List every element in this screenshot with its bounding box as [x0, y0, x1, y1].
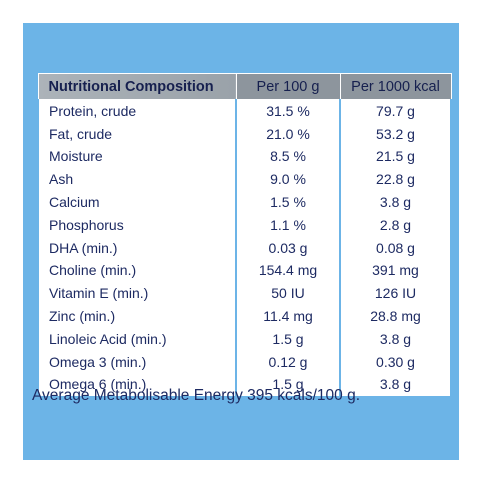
- table-row: Phosphorus 1.1 % 2.8 g: [37, 213, 452, 237]
- table-row: Zinc (min.) 11.4 mg 28.8 mg: [37, 304, 452, 328]
- per-100g-cell: 0.03 g: [235, 236, 341, 260]
- per-100g-cell: 31.5 %: [235, 99, 341, 123]
- table-row: Ash 9.0 % 22.8 g: [37, 167, 452, 192]
- per-100g-cell: 9.0 %: [235, 167, 341, 192]
- per-1000kcal-cell: 22.8 g: [339, 167, 452, 192]
- table-row: Protein, crude 31.5 % 79.7 g: [37, 99, 452, 123]
- per-1000kcal-cell: 3.8 g: [339, 327, 452, 351]
- header-nutritional-composition: Nutritional Composition: [37, 73, 237, 100]
- per-1000kcal-cell: 0.30 g: [339, 350, 452, 374]
- per-1000kcal-cell: 0.08 g: [339, 236, 452, 260]
- nutrient-name-cell: Fat, crude: [37, 122, 237, 146]
- table-row: Moisture 8.5 % 21.5 g: [37, 145, 452, 169]
- per-1000kcal-cell: 28.8 mg: [339, 304, 452, 328]
- per-1000kcal-cell: 53.2 g: [339, 122, 452, 146]
- per-1000kcal-cell: 126 IU: [339, 281, 452, 306]
- per-100g-cell: 1.5 g: [235, 327, 341, 351]
- header-per-100g: Per 100 g: [235, 73, 341, 100]
- per-1000kcal-cell: 3.8 g: [339, 373, 452, 397]
- nutrient-name-cell: Linoleic Acid (min.): [37, 327, 237, 351]
- nutrient-name-cell: Choline (min.): [37, 259, 237, 283]
- table-row: Choline (min.) 154.4 mg 391 mg: [37, 259, 452, 283]
- table-row: Omega 3 (min.) 0.12 g 0.30 g: [37, 350, 452, 374]
- per-100g-cell: 1.1 %: [235, 213, 341, 237]
- table-row: Fat, crude 21.0 % 53.2 g: [37, 122, 452, 146]
- metabolisable-energy-note: Average Metabolisable Energy 395 kcals/1…: [32, 387, 361, 404]
- nutrient-name-cell: Phosphorus: [37, 213, 237, 237]
- per-100g-cell: 50 IU: [235, 281, 341, 306]
- table-row: Vitamin E (min.) 50 IU 126 IU: [37, 281, 452, 306]
- nutrition-table: Nutritional Composition Per 100 g Per 10…: [37, 73, 452, 397]
- nutrient-name-cell: Omega 3 (min.): [37, 350, 237, 374]
- table-header-row: Nutritional Composition Per 100 g Per 10…: [37, 73, 452, 100]
- per-1000kcal-cell: 3.8 g: [339, 190, 452, 214]
- per-100g-cell: 1.5 %: [235, 190, 341, 214]
- per-100g-cell: 8.5 %: [235, 145, 341, 169]
- per-100g-cell: 21.0 %: [235, 122, 341, 146]
- per-100g-cell: 1.5 g: [235, 373, 341, 397]
- table-row: Linoleic Acid (min.) 1.5 g 3.8 g: [37, 327, 452, 351]
- nutrient-name-cell: Moisture: [37, 145, 237, 169]
- nutrient-name-cell: Calcium: [37, 190, 237, 214]
- table-body: Protein, crude 31.5 % 79.7 g Fat, crude 21.0…: [37, 99, 452, 397]
- per-1000kcal-cell: 2.8 g: [339, 213, 452, 237]
- nutrient-name-cell: Ash: [37, 167, 237, 192]
- per-100g-cell: 11.4 mg: [235, 304, 341, 328]
- nutrient-name-cell: Protein, crude: [37, 99, 237, 123]
- per-100g-cell: 154.4 mg: [235, 259, 341, 283]
- table-row: DHA (min.) 0.03 g 0.08 g: [37, 236, 452, 260]
- nutrient-name-cell: DHA (min.): [37, 236, 237, 260]
- table-row: Omega 6 (min.) 1.5 g 3.8 g: [37, 373, 452, 397]
- nutrition-panel: Nutritional Composition Per 100 g Per 10…: [23, 23, 459, 460]
- per-1000kcal-cell: 391 mg: [339, 259, 452, 283]
- nutrition-table-wrapper: Nutritional Composition Per 100 g Per 10…: [37, 73, 452, 397]
- nutrient-name-cell: Zinc (min.): [37, 304, 237, 328]
- per-1000kcal-cell: 21.5 g: [339, 145, 452, 169]
- header-per-1000kcal: Per 1000 kcal: [339, 73, 452, 100]
- table-row: Calcium 1.5 % 3.8 g: [37, 190, 452, 214]
- per-1000kcal-cell: 79.7 g: [339, 99, 452, 123]
- nutrient-name-cell: Vitamin E (min.): [37, 281, 237, 306]
- per-100g-cell: 0.12 g: [235, 350, 341, 374]
- nutrient-name-cell: Omega 6 (min.): [37, 373, 237, 397]
